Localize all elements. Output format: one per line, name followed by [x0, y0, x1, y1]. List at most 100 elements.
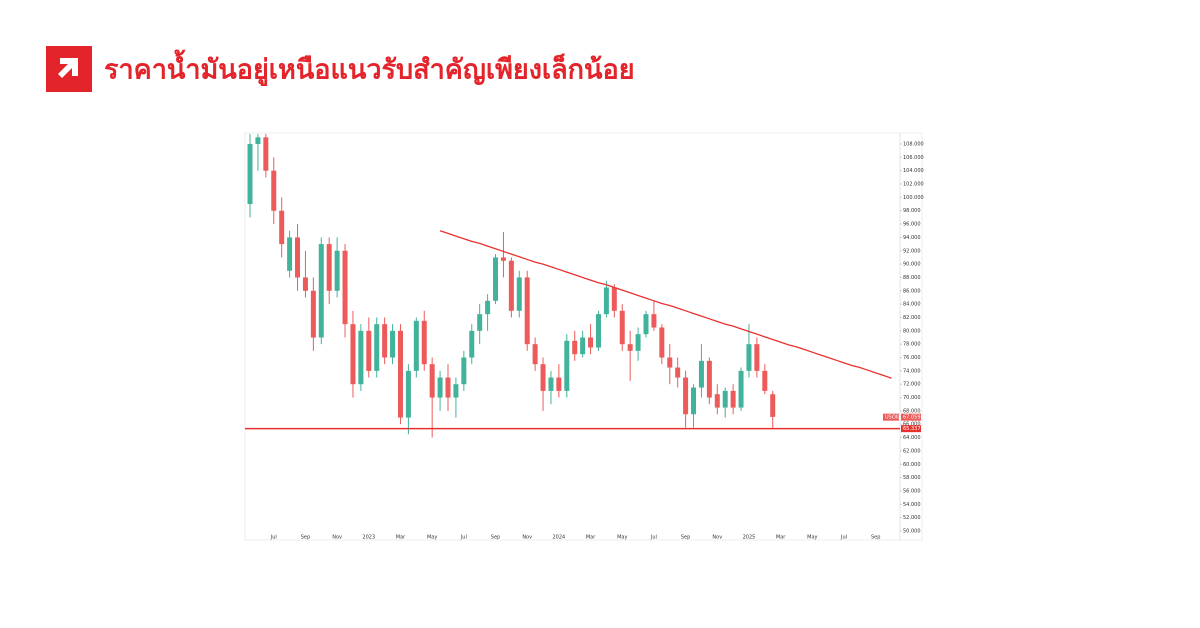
- y-tick-label: 54.000: [903, 502, 921, 508]
- candle-body: [580, 337, 586, 355]
- x-tick-label: Sep: [301, 535, 310, 541]
- x-tick-label: Nov: [712, 535, 722, 541]
- y-tick-label: 98.000: [903, 208, 921, 214]
- candle-body: [500, 257, 506, 261]
- candle-body: [461, 357, 467, 385]
- candle-body: [358, 330, 364, 385]
- candle-body: [588, 337, 594, 348]
- candle-body: [413, 320, 419, 371]
- y-tick-label: 102.000: [903, 182, 924, 188]
- candle-body: [508, 260, 514, 311]
- candle-body: [738, 370, 744, 408]
- y-tick-label: 58.000: [903, 475, 921, 481]
- y-tick-label: 100.000: [903, 195, 924, 201]
- candle-body: [382, 324, 388, 358]
- candle-body: [485, 300, 491, 315]
- x-tick-label: Jul: [270, 535, 277, 541]
- candle-body: [643, 314, 649, 335]
- x-tick-label: Sep: [491, 535, 500, 541]
- y-tick-label: 84.000: [903, 302, 921, 308]
- y-tick-label: 96.000: [903, 222, 921, 228]
- candle-body: [572, 340, 578, 355]
- chart-title: ราคาน้ำมันอยู่เหนือแนวรับสำคัญเพียงเล็กน…: [104, 49, 635, 87]
- candle-body: [271, 170, 277, 211]
- candle-body: [429, 364, 435, 398]
- candle-body: [706, 360, 712, 398]
- y-tick-label: 104.000: [903, 168, 924, 174]
- candle-body: [627, 344, 633, 351]
- candle-body: [334, 250, 340, 291]
- candle-body: [746, 344, 752, 371]
- candle-body: [548, 377, 554, 391]
- y-tick-label: 92.000: [903, 248, 921, 254]
- symbol-tag: USOIL: [885, 415, 900, 421]
- candle-body: [255, 137, 261, 145]
- candle-body: [651, 314, 657, 328]
- x-tick-label: Sep: [681, 535, 690, 541]
- chart-frame: [244, 132, 923, 541]
- y-tick-label: 86.000: [903, 288, 921, 294]
- candle-body: [770, 394, 776, 417]
- y-tick-label: 94.000: [903, 235, 921, 241]
- candle-body: [453, 384, 459, 398]
- candle-body: [675, 367, 681, 378]
- x-tick-label: Jul: [840, 535, 847, 541]
- x-tick-label: Jul: [650, 535, 657, 541]
- candle-body: [405, 370, 411, 418]
- support-label: 65.337: [903, 426, 921, 432]
- candle-body: [595, 314, 601, 348]
- last-price-bg: [901, 413, 921, 421]
- x-tick-label: May: [807, 535, 817, 541]
- candle-body: [310, 290, 316, 338]
- candle-body: [754, 344, 760, 371]
- candle-body: [469, 330, 475, 358]
- y-tick-label: 106.000: [903, 155, 924, 161]
- y-tick-label: 80.000: [903, 328, 921, 334]
- candle-body: [635, 334, 641, 351]
- trendline: [439, 230, 892, 379]
- candle-body: [564, 340, 570, 391]
- candle-body: [532, 344, 538, 365]
- candle-body: [326, 244, 332, 291]
- x-tick-label: Mar: [396, 535, 406, 541]
- candle-body: [342, 250, 348, 325]
- y-tick-label: 56.000: [903, 488, 921, 494]
- candle-body: [247, 144, 253, 205]
- candle-body: [730, 390, 736, 408]
- candle-body: [493, 257, 499, 301]
- y-tick-label: 52.000: [903, 515, 921, 521]
- logo: [46, 46, 92, 92]
- candle-body: [390, 330, 396, 358]
- x-tick-label: Nov: [332, 535, 342, 541]
- candle-body: [302, 277, 308, 291]
- y-tick-label: 90.000: [903, 262, 921, 268]
- x-tick-label: Nov: [522, 535, 532, 541]
- y-tick-label: 64.000: [903, 435, 921, 441]
- candle-body: [516, 277, 522, 311]
- candle-body: [762, 370, 768, 391]
- candle-body: [445, 377, 451, 398]
- candle-body: [437, 377, 443, 398]
- x-tick-label: 2025: [743, 535, 756, 541]
- candle-body: [295, 237, 301, 278]
- y-tick-label: 70.000: [903, 395, 921, 401]
- y-tick-label: 68.000: [903, 408, 921, 414]
- candle-body: [611, 287, 617, 311]
- symbol-tag-bg: [883, 413, 899, 421]
- candle-body: [477, 314, 483, 331]
- y-tick-label: 82.000: [903, 315, 921, 321]
- y-tick-label: 78.000: [903, 342, 921, 348]
- x-tick-label: Mar: [776, 535, 786, 541]
- candle-body: [263, 137, 269, 171]
- y-tick-label: 62.000: [903, 448, 921, 454]
- y-tick-label: 50.000: [903, 528, 921, 534]
- candle-body: [374, 324, 380, 371]
- support-label-bg: [901, 425, 921, 433]
- candle-body: [366, 330, 372, 371]
- candle-body: [619, 310, 625, 345]
- candle-body: [556, 377, 562, 391]
- candle-body: [667, 357, 673, 368]
- candle-body: [350, 324, 356, 385]
